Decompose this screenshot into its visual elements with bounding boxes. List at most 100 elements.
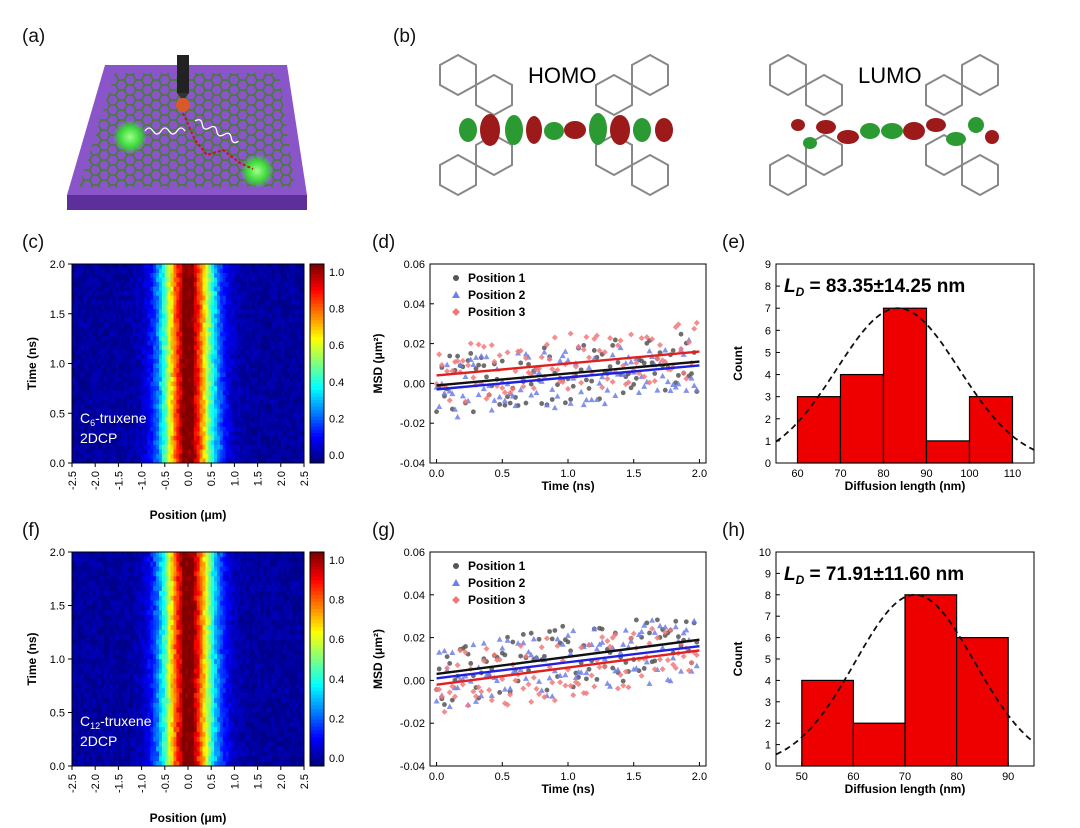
data-point [572, 679, 579, 686]
y-tick-label: 0.5 [50, 408, 65, 420]
data-point [446, 397, 453, 404]
histogram-bar [801, 679, 855, 767]
exciton-right [240, 154, 274, 188]
data-point [557, 672, 564, 679]
heatmap-chart-f: -2.5 -2.0 -1.5 -1.0 -0.5 0.0 0.5 1.0 1.5 2.0 2.5 0.… [25, 547, 344, 825]
data-point [651, 629, 658, 635]
data-point [441, 647, 448, 654]
sample-label-line2: 2DCP [80, 430, 117, 446]
data-point [609, 644, 616, 651]
data-point [625, 684, 632, 691]
panel-label-a: (a) [22, 26, 46, 47]
data-point [528, 371, 535, 378]
data-point [638, 628, 645, 635]
data-point [580, 346, 587, 353]
data-point [659, 644, 666, 651]
data-point [444, 654, 450, 660]
data-point [501, 686, 508, 692]
data-point [510, 639, 516, 645]
data-point [496, 636, 503, 642]
histogram-bar [904, 594, 958, 767]
scatter-chart-g: 0.0 0.5 1.0 1.5 2.0 -0.04 -0.02 0.00 0.02 0.04 0.0… [371, 547, 707, 796]
data-point [481, 363, 487, 369]
data-point [449, 649, 456, 656]
data-point [562, 348, 569, 354]
data-point [591, 683, 598, 690]
data-point [547, 629, 552, 634]
data-point [635, 631, 642, 638]
data-point [643, 658, 650, 665]
data-point [610, 343, 616, 348]
data-point [470, 688, 477, 695]
data-point [446, 703, 453, 710]
x-tick-label: 2.5 [299, 471, 311, 486]
data-point [496, 656, 503, 663]
x-tick-label: -1.5 [113, 774, 125, 793]
legend-marker [452, 579, 460, 586]
data-point [517, 347, 524, 354]
data-point [551, 404, 558, 411]
data-point [662, 359, 669, 366]
data-point [454, 662, 461, 669]
data-point [436, 686, 443, 693]
data-point [488, 342, 495, 349]
data-point [549, 397, 555, 402]
y-tick-label: 5 [765, 654, 771, 666]
data-point [620, 371, 627, 377]
data-point [455, 353, 460, 359]
data-point [454, 358, 461, 365]
data-point [549, 679, 556, 686]
data-point [591, 348, 597, 353]
data-point [693, 386, 700, 393]
scatter-chart-d: 0.0 0.5 1.0 1.5 2.0 -0.04 -0.02 0.00 0.02 0.04 0.0… [371, 259, 707, 493]
data-point [646, 379, 653, 386]
data-point [470, 409, 476, 415]
data-point [507, 685, 514, 691]
data-point [509, 386, 516, 393]
lumo-label: LUMO [858, 63, 922, 88]
legend-marker [452, 291, 460, 298]
data-point [496, 393, 503, 400]
y-tick-label: 0.02 [404, 633, 425, 645]
data-point [630, 630, 637, 637]
gaussian-fit-curve [775, 307, 1035, 451]
data-point [685, 339, 692, 346]
data-point [462, 649, 469, 656]
data-point [572, 363, 579, 370]
legend-label: Position 2 [468, 288, 526, 302]
data-point [601, 400, 608, 407]
data-point [604, 375, 611, 382]
histogram-bar [956, 636, 1009, 767]
data-point [478, 692, 485, 699]
x-tick-label: 90 [920, 468, 932, 480]
x-axis-label: Time (ns) [541, 782, 594, 796]
y-tick-label: -0.02 [400, 418, 425, 430]
x-tick-label: -2.0 [90, 774, 102, 793]
y-tick-label: 0.04 [404, 590, 425, 602]
data-point [454, 684, 461, 691]
data-point [641, 622, 648, 628]
data-point [628, 358, 635, 365]
data-point [641, 360, 647, 366]
legend: Position 1 Position 2 Position 3 [452, 559, 526, 607]
x-tick-label: -0.5 [160, 774, 172, 793]
data-point [501, 389, 508, 396]
data-point [528, 651, 535, 658]
data-point [528, 698, 535, 705]
data-point [549, 693, 556, 699]
data-point [643, 334, 650, 341]
data-point [584, 676, 589, 682]
y-axis-label: Time (ns) [25, 337, 39, 390]
x-tick-label: 90 [1002, 771, 1014, 783]
colorbar-tick-label: 0.2 [329, 713, 344, 725]
data-point [622, 627, 629, 633]
data-point [541, 653, 547, 659]
sample-label: C6-truxene [80, 410, 147, 428]
data-point [486, 670, 493, 677]
data-point [567, 400, 574, 406]
data-point [570, 627, 577, 634]
data-point [599, 384, 606, 391]
data-point [575, 343, 582, 350]
data-point [478, 688, 485, 695]
data-point [520, 632, 526, 637]
